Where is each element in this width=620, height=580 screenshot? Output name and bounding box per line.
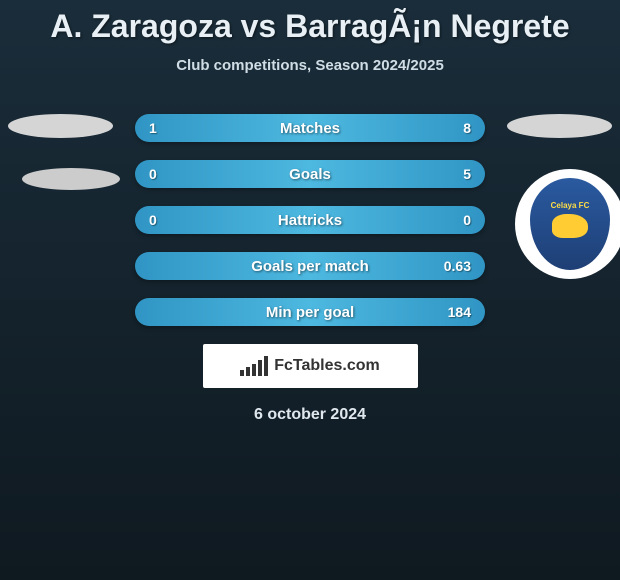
stat-row-hattricks: 0 Hattricks 0: [135, 206, 485, 234]
stat-left-value: 0: [149, 212, 179, 228]
brand-text: FcTables.com: [274, 357, 380, 375]
club-name-label: Celaya FC: [551, 201, 590, 210]
stat-left-value: 0: [149, 166, 179, 182]
stat-row-matches: 1 Matches 8: [135, 114, 485, 142]
right-avatar-placeholder: [507, 114, 612, 138]
stat-label: Goals per match: [251, 258, 369, 275]
stat-right-value: 5: [441, 166, 471, 182]
date-label: 6 october 2024: [0, 406, 620, 424]
page-title: A. Zaragoza vs BarragÃ¡n Negrete: [0, 0, 620, 45]
stat-right-value: 0.63: [441, 258, 471, 274]
left-avatar-placeholder-2: [22, 168, 120, 190]
club-badge: Celaya FC: [515, 169, 620, 279]
club-shield-icon: Celaya FC: [530, 178, 610, 270]
stats-container: 1 Matches 8 0 Goals 5 0 Hattricks 0 Goal…: [135, 114, 485, 326]
stat-right-value: 184: [441, 304, 471, 320]
stat-label: Hattricks: [278, 212, 342, 229]
brand-logo[interactable]: FcTables.com: [203, 344, 418, 388]
club-mascot-icon: [552, 214, 588, 238]
stat-left-value: 1: [149, 120, 179, 136]
bar-chart-icon: [240, 356, 268, 376]
stat-row-goals: 0 Goals 5: [135, 160, 485, 188]
stat-label: Matches: [280, 120, 340, 137]
subtitle: Club competitions, Season 2024/2025: [0, 57, 620, 74]
comparison-area: Celaya FC 1 Matches 8 0 Goals 5 0 Hattri…: [0, 114, 620, 424]
stat-label: Goals: [289, 166, 331, 183]
left-avatar-placeholder-1: [8, 114, 113, 138]
stat-label: Min per goal: [266, 304, 354, 321]
stat-right-value: 0: [441, 212, 471, 228]
stat-right-value: 8: [441, 120, 471, 136]
stat-row-goals-per-match: Goals per match 0.63: [135, 252, 485, 280]
stat-row-min-per-goal: Min per goal 184: [135, 298, 485, 326]
